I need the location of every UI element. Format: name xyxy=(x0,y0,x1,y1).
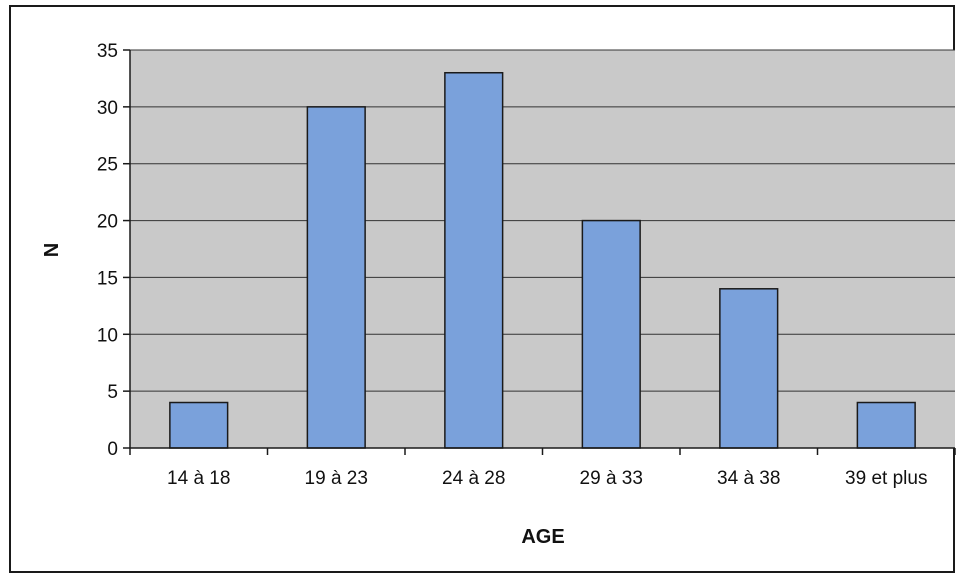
y-axis-title: N xyxy=(41,243,63,257)
y-tick-label: 35 xyxy=(97,41,118,62)
x-tick-label: 29 à 33 xyxy=(580,468,643,489)
axes xyxy=(123,49,956,455)
x-tick-label: 34 à 38 xyxy=(717,468,780,489)
bar-3 xyxy=(581,219,641,449)
y-tick-label: 0 xyxy=(107,439,118,460)
bar-1 xyxy=(306,106,366,449)
y-tick-labels: 0 5 10 15 20 25 30 35 xyxy=(97,41,118,460)
y-tick-label: 30 xyxy=(97,98,118,119)
x-tick-label: 14 à 18 xyxy=(167,468,230,489)
x-tick-label: 19 à 23 xyxy=(305,468,368,489)
bar-4 xyxy=(719,288,779,449)
x-tick-labels: 14 à 18 19 à 23 24 à 28 29 à 33 34 à 38 39 et… xyxy=(167,468,927,489)
bar-5 xyxy=(856,401,916,449)
y-tick-label: 5 xyxy=(107,382,118,403)
bars xyxy=(169,71,916,449)
gridlines xyxy=(130,49,955,392)
bar-2 xyxy=(444,71,504,449)
plot-area xyxy=(130,50,955,448)
y-tick-label: 20 xyxy=(97,212,118,233)
y-tick-label: 25 xyxy=(97,155,118,176)
x-axis-title: AGE xyxy=(521,526,564,548)
bar-0 xyxy=(169,401,229,449)
x-tick-label: 39 et plus xyxy=(845,468,927,489)
x-tick-label: 24 à 28 xyxy=(442,468,505,489)
y-tick-label: 15 xyxy=(97,268,118,289)
y-tick-label: 10 xyxy=(97,325,118,346)
